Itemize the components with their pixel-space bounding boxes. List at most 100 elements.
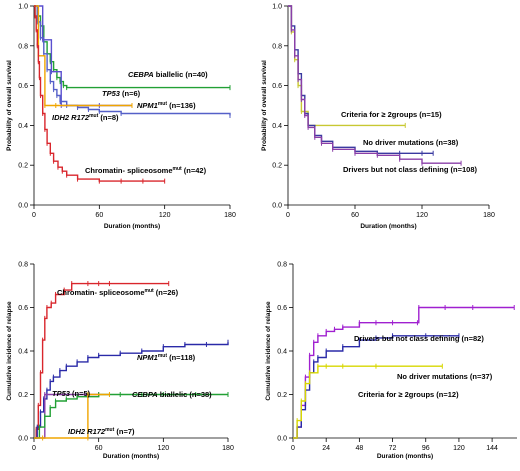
series-label-text: Drivers but not class defining (n=108) xyxy=(343,165,477,174)
y-axis-title: Probability of overall survival xyxy=(261,60,268,151)
x-tick-label: 0 xyxy=(32,212,36,219)
x-axis-title: Duration (months) xyxy=(360,223,416,230)
series-label-count: biallelic (n=40) xyxy=(154,70,208,79)
series-label: TP53 (n=5) xyxy=(52,389,91,398)
y-axis-title: Cumulative incidence of relapse xyxy=(265,301,272,401)
series-label: Drivers but not class defining (n=82) xyxy=(354,334,484,343)
series-label-count: biallelic (n=38) xyxy=(158,390,212,399)
series-line-no-driver-mutations-n-38 xyxy=(288,5,434,154)
series-label: Chromatin- spliceosomemut (n=42) xyxy=(85,166,207,175)
x-tick-label: 120 xyxy=(453,445,465,452)
y-axis-title: Probability of overall survival xyxy=(6,60,13,151)
x-tick-label: 24 xyxy=(322,445,330,452)
y-tick-label: 0.0 xyxy=(18,436,28,443)
y-tick-label: 0.2 xyxy=(277,392,287,399)
chart-relapse-by-class: 0 60 120 180 0.0 0.2 0.4 0.6 0.8 Duration (months… xyxy=(6,262,234,461)
x-tick-label: 96 xyxy=(422,445,430,452)
x-tick-label: 48 xyxy=(355,445,363,452)
y-tick-label: 0.4 xyxy=(18,349,28,356)
series-label: NPM1mut (n=118) xyxy=(137,353,196,362)
x-tick-label: 72 xyxy=(389,445,397,452)
series-line-no-driver-mutations-n-37 xyxy=(293,335,459,439)
series-label-gene: NPM1 xyxy=(137,101,158,110)
y-tick-label: 0.4 xyxy=(18,123,28,130)
x-tick-label: 0 xyxy=(32,445,36,452)
x-axis-title: Duration (months) xyxy=(103,453,159,460)
x-tick-label: 144 xyxy=(486,445,498,452)
series-label-gene: IDH2 R172 xyxy=(68,427,106,436)
series-line-criteria-for-2groups-n-15 xyxy=(288,5,406,127)
x-tick-label: 120 xyxy=(416,212,428,219)
series-label: CEBPA biallelic (n=38) xyxy=(132,390,212,399)
series-label-count: (n=42) xyxy=(182,166,207,175)
series-label-sup: mut xyxy=(89,113,99,119)
series-label-sup: mut xyxy=(105,427,115,433)
series-label-text: Drivers but not class defining (n=82) xyxy=(354,334,484,343)
series-label-sup: mut xyxy=(158,353,168,359)
y-tick-label: 0.4 xyxy=(272,123,282,130)
series-label-count: (n=118) xyxy=(167,353,196,362)
series-label-count: (n=136) xyxy=(167,101,196,110)
series-label-text: Criteria for ≥ 2groups (n=12) xyxy=(358,390,459,399)
y-tick-label: 1.0 xyxy=(272,4,282,11)
series-label-sup: mut xyxy=(173,166,183,172)
x-tick-label: 0 xyxy=(286,212,290,219)
chart-overall-survival-by-driver: 0 60 120 180 0.0 0.2 0.4 0.6 0.8 1.0 Duration (mon… xyxy=(261,4,495,231)
y-tick-label: 0.8 xyxy=(277,262,287,269)
series-label: Criteria for ≥ 2groups (n=15) xyxy=(341,110,442,119)
series-label-sup: mut xyxy=(158,101,168,107)
series-label-count: (n=26) xyxy=(154,288,179,297)
series-label: Drivers but not class defining (n=108) xyxy=(343,165,477,174)
y-tick-label: 0.6 xyxy=(277,305,287,312)
x-tick-label: 0 xyxy=(291,445,295,452)
series-label-text: No driver mutations (n=38) xyxy=(363,138,459,147)
series-label: IDH2 R172mut (n=8) xyxy=(52,113,119,122)
y-tick-label: 0.8 xyxy=(18,43,28,50)
x-tick-label: 60 xyxy=(95,445,103,452)
series-label-count: (n=8) xyxy=(98,113,119,122)
y-tick-label: 0.4 xyxy=(277,349,287,356)
y-axis-title: Cumulative incidence of relapse xyxy=(6,301,13,401)
series-label-gene: CEBPA xyxy=(128,70,154,79)
series-label: No driver mutations (n=38) xyxy=(363,138,459,147)
series-line-chromatin-spliceosomemut-n-42 xyxy=(34,5,165,182)
y-tick-label: 0.8 xyxy=(18,262,28,269)
x-tick-label: 180 xyxy=(483,212,495,219)
y-tick-label: 0.6 xyxy=(18,305,28,312)
series-label: CEBPA biallelic (n=40) xyxy=(128,70,208,79)
x-tick-label: 60 xyxy=(351,212,359,219)
y-tick-label: 0.2 xyxy=(18,392,28,399)
series-label-count: (n=7) xyxy=(114,427,135,436)
x-tick-label: 120 xyxy=(159,212,171,219)
series-label-count: (n=5) xyxy=(70,389,91,398)
series-label: IDH2 R172mut (n=7) xyxy=(68,427,135,436)
series-label-text: No driver mutations (n=37) xyxy=(397,372,493,381)
series-label-text: Criteria for ≥ 2groups (n=15) xyxy=(341,110,442,119)
series-label: No driver mutations (n=37) xyxy=(397,372,493,381)
series-line-criteria-for-2groups-n-12 xyxy=(293,365,443,439)
y-tick-label: 0.0 xyxy=(272,203,282,210)
y-tick-label: 0.6 xyxy=(18,83,28,90)
y-tick-label: 0.0 xyxy=(277,436,287,443)
series-label-text: Chromatin- spliceosome xyxy=(57,288,145,297)
series-label-count: (n=6) xyxy=(120,89,141,98)
x-axis-title: Duration (months) xyxy=(104,223,160,230)
series-label: Chromatin- spliceosomemut (n=26) xyxy=(57,288,179,297)
series-label: Criteria for ≥ 2groups (n=12) xyxy=(358,390,459,399)
series-line-drivers-but-not-class-defining-n-108 xyxy=(288,5,462,164)
y-tick-label: 0.8 xyxy=(272,43,282,50)
series-label: TP53 (n=6) xyxy=(102,89,141,98)
chart-overall-survival-by-class: 0 60 120 180 0.0 0.2 0.4 0.6 0.8 1.0 Duration (mon… xyxy=(6,4,236,231)
y-tick-label: 0.2 xyxy=(18,163,28,170)
series-label-sup: mut xyxy=(145,288,155,294)
x-tick-label: 180 xyxy=(222,445,234,452)
series-label-gene: TP53 xyxy=(102,89,121,98)
series-label-gene: TP53 xyxy=(52,389,71,398)
series-label-text: Chromatin- spliceosome xyxy=(85,166,173,175)
series-label-gene: NPM1 xyxy=(137,353,158,362)
series-label: NPM1mut (n=136) xyxy=(137,101,196,110)
series-label-gene: IDH2 R172 xyxy=(52,113,90,122)
y-tick-label: 0.6 xyxy=(272,83,282,90)
chart-relapse-by-driver: 0 24 48 72 96 120 144 0.0 0.2 0.4 0.6 0.8 Duration (… xyxy=(265,262,517,460)
